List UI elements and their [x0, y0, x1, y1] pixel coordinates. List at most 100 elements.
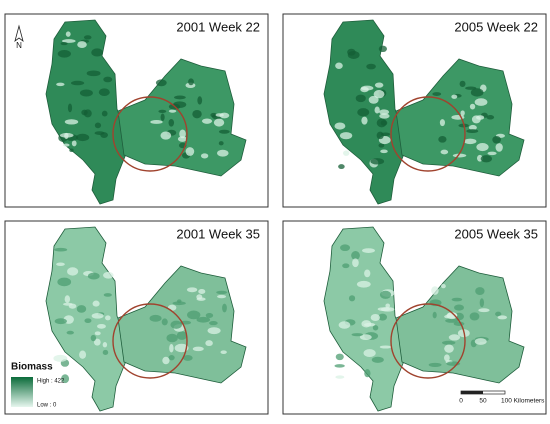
texture-patch: [361, 116, 368, 125]
texture-patch: [361, 320, 372, 328]
study-area: [45, 19, 247, 205]
texture-patch: [378, 313, 387, 321]
texture-patch: [338, 164, 345, 170]
map-panel: 2001 Week 35 Biomass High : 422 Low : 0: [4, 220, 269, 415]
texture-patch: [222, 303, 227, 313]
texture-patch: [439, 119, 445, 127]
texture-patch: [495, 143, 503, 152]
highlight-circle: [112, 303, 188, 379]
texture-patch: [370, 313, 380, 322]
texture-patch: [371, 356, 384, 363]
texture-patch: [188, 78, 194, 86]
panel-title: 2005 Week 22: [454, 19, 538, 34]
texture-patch: [54, 247, 68, 252]
texture-patch: [62, 143, 70, 147]
texture-patch: [468, 124, 477, 131]
texture-patch: [463, 138, 477, 145]
texture-patch: [63, 302, 73, 306]
texture-patch: [335, 62, 343, 69]
texture-patch: [158, 109, 167, 113]
texture-patch: [150, 120, 163, 124]
texture-patch: [94, 122, 102, 129]
north-label: N: [16, 41, 22, 50]
texture-patch: [103, 271, 114, 279]
texture-patch: [334, 122, 346, 130]
texture-patch: [479, 298, 485, 308]
texture-patch: [57, 277, 72, 287]
texture-patch: [380, 149, 388, 154]
texture-patch: [102, 349, 109, 356]
texture-patch: [197, 96, 203, 105]
texture-patch: [210, 112, 218, 118]
texture-patch: [218, 129, 230, 134]
texture-patch: [56, 82, 65, 87]
texture-patch: [339, 132, 353, 140]
texture-patch: [338, 321, 351, 329]
texture-patch: [220, 350, 227, 354]
texture-patch: [168, 355, 175, 361]
texture-patch: [64, 119, 79, 125]
texture-patch: [174, 343, 189, 353]
texture-patch: [374, 82, 384, 88]
texture-patch: [379, 290, 392, 299]
texture-patch: [173, 95, 186, 100]
texture-patch: [93, 338, 101, 346]
texture-patch: [352, 258, 359, 268]
texture-patch: [347, 48, 356, 56]
texture-patch: [149, 314, 162, 322]
north-arrow: [14, 24, 24, 43]
texture-patch: [217, 294, 227, 299]
texture-patch: [452, 153, 467, 158]
texture-patch: [431, 286, 439, 295]
texture-patch: [476, 143, 489, 152]
texture-patch: [205, 313, 214, 318]
texture-patch: [101, 110, 108, 117]
texture-patch: [459, 80, 466, 87]
panel-title: 2005 Week 35: [454, 226, 538, 241]
texture-patch: [61, 39, 76, 43]
texture-patch: [75, 133, 90, 142]
texture-patch: [67, 267, 79, 276]
texture-patch: [343, 150, 350, 156]
texture-patch: [105, 315, 111, 321]
texture-patch: [441, 340, 456, 345]
texture-patch: [57, 50, 71, 58]
region-shape: [323, 226, 405, 412]
texture-patch: [428, 362, 442, 367]
texture-patch: [169, 343, 174, 353]
texture-patch: [166, 333, 178, 343]
texture-patch: [207, 327, 221, 335]
texture-patch: [102, 342, 108, 348]
texture-patch: [160, 113, 165, 122]
texture-patch: [474, 338, 487, 345]
texture-patch: [79, 89, 93, 97]
texture-patch: [170, 320, 182, 329]
texture-patch: [83, 35, 92, 40]
texture-patch: [385, 303, 391, 309]
texture-patch: [215, 113, 224, 117]
texture-patch: [84, 318, 92, 324]
texture-patch: [376, 131, 384, 140]
texture-patch: [440, 283, 446, 289]
texture-patch: [70, 80, 85, 86]
scale-label: 100 Kilometers: [501, 398, 545, 405]
texture-patch: [351, 251, 360, 260]
texture-patch: [368, 95, 379, 104]
texture-patch: [209, 321, 218, 326]
texture-patch: [378, 45, 388, 53]
study-area: [323, 19, 525, 205]
texture-patch: [453, 321, 465, 326]
map-panel: 2001 Week 22 N: [4, 13, 269, 208]
texture-patch: [196, 297, 206, 301]
texture-patch: [192, 346, 204, 352]
texture-patch: [162, 356, 170, 365]
texture-patch: [374, 106, 380, 114]
texture-patch: [54, 318, 67, 325]
texture-patch: [76, 305, 87, 313]
texture-patch: [378, 143, 385, 148]
texture-patch: [196, 316, 211, 323]
texture-patch: [373, 90, 385, 99]
texture-patch: [98, 88, 110, 97]
texture-patch: [94, 131, 105, 135]
